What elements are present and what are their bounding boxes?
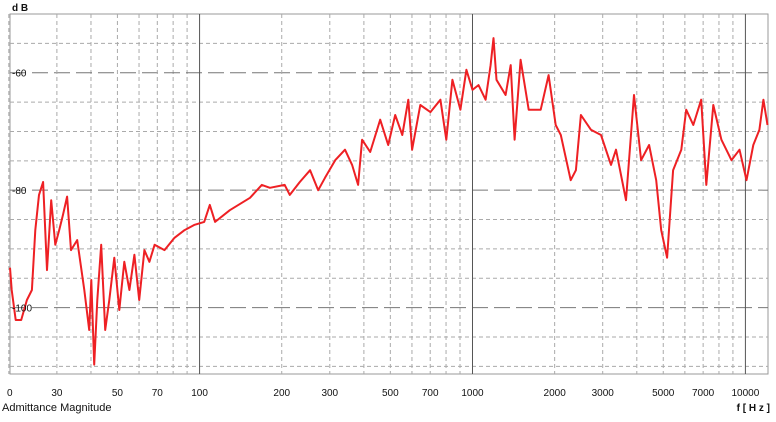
x-tick-label: 200 <box>273 388 290 399</box>
x-tick-label: 10000 <box>732 388 760 399</box>
plot-frame <box>9 13 769 375</box>
x-tick-label: 300 <box>321 388 338 399</box>
data-line <box>9 37 769 366</box>
y-tick-label: -80 <box>12 186 27 197</box>
x-tick-label: 1000 <box>461 388 484 399</box>
x-tick-label: 30 <box>51 388 63 399</box>
y-tick-label: -60 <box>12 69 27 80</box>
x-tick-label: 0 <box>7 388 13 399</box>
x-tick-label: 700 <box>422 388 439 399</box>
x-tick-label: 2000 <box>544 388 567 399</box>
chart-title: Admittance Magnitude <box>2 402 111 414</box>
y-tick-label: -100 <box>12 304 32 315</box>
x-tick-label: 50 <box>112 388 124 399</box>
x-tick-label: 3000 <box>592 388 615 399</box>
x-tick-label: 70 <box>152 388 164 399</box>
x-tick-label: 7000 <box>692 388 715 399</box>
x-axis-label: f [ H z ] <box>737 403 770 414</box>
x-tick-label: 100 <box>191 388 208 399</box>
x-tick-label: 500 <box>382 388 399 399</box>
y-axis-label: d B <box>12 3 28 14</box>
x-tick-label: 5000 <box>652 388 675 399</box>
